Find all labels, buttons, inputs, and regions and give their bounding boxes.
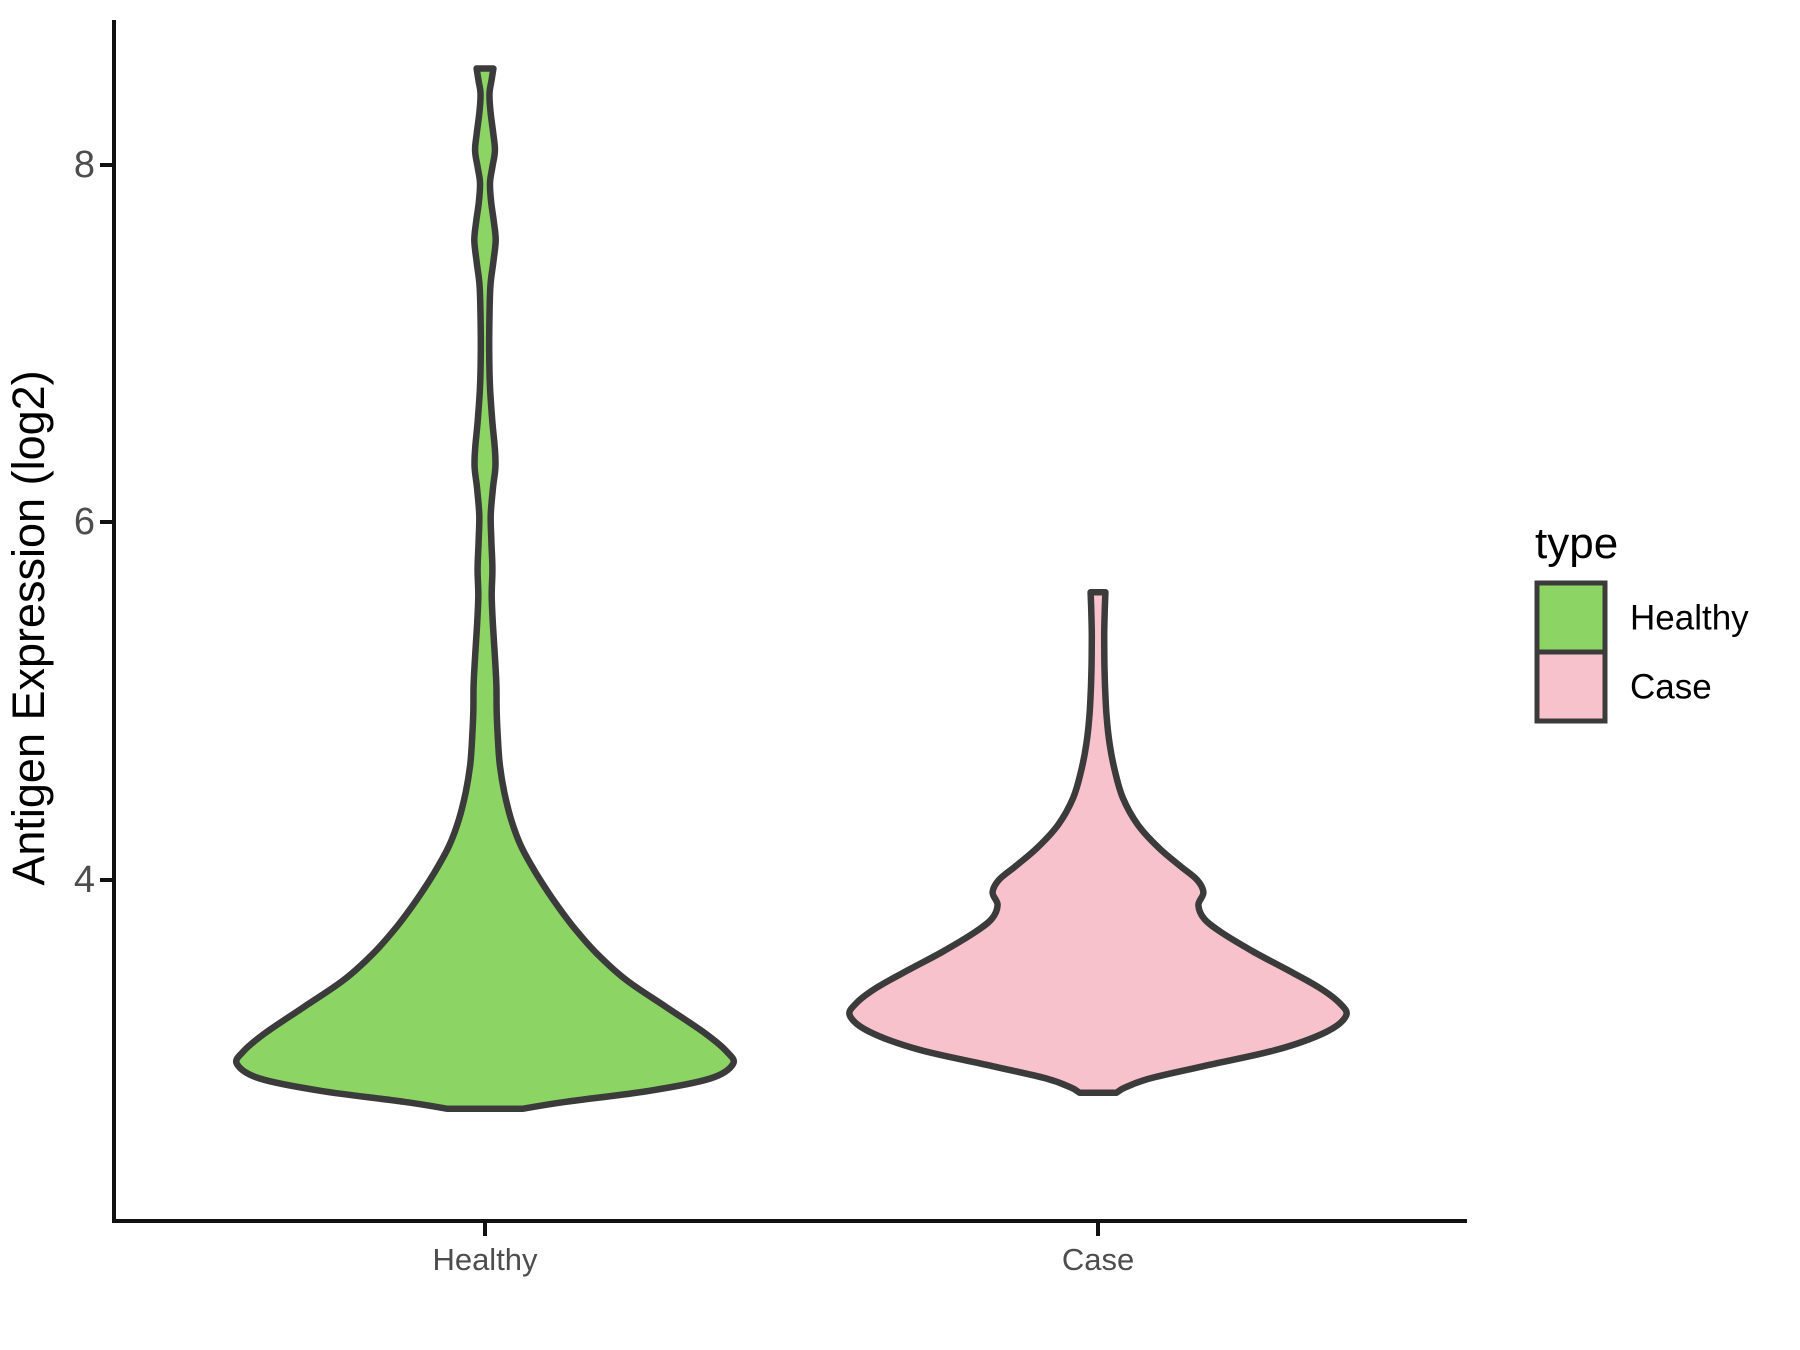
legend-swatch-healthy (1534, 580, 1608, 655)
y-tick-label: 6 (74, 501, 95, 543)
plot-area: 8 6 4 Healthy Case Antigen Expression (l… (3, 20, 1467, 1277)
legend-title: type (1535, 519, 1618, 568)
y-tick-label: 4 (74, 859, 95, 901)
y-axis-title: Antigen Expression (log2) (3, 370, 54, 885)
legend-label-case: Case (1630, 668, 1712, 707)
legend-swatch-case (1534, 649, 1608, 724)
violin-healthy (232, 65, 738, 1113)
y-tick-label: 8 (74, 144, 95, 186)
legend: type Healthy Case (1534, 519, 1749, 724)
x-tick-label-healthy: Healthy (432, 1242, 538, 1277)
legend-label-healthy: Healthy (1630, 599, 1749, 638)
violin-case (846, 588, 1350, 1096)
x-tick-label-case: Case (1062, 1242, 1134, 1277)
